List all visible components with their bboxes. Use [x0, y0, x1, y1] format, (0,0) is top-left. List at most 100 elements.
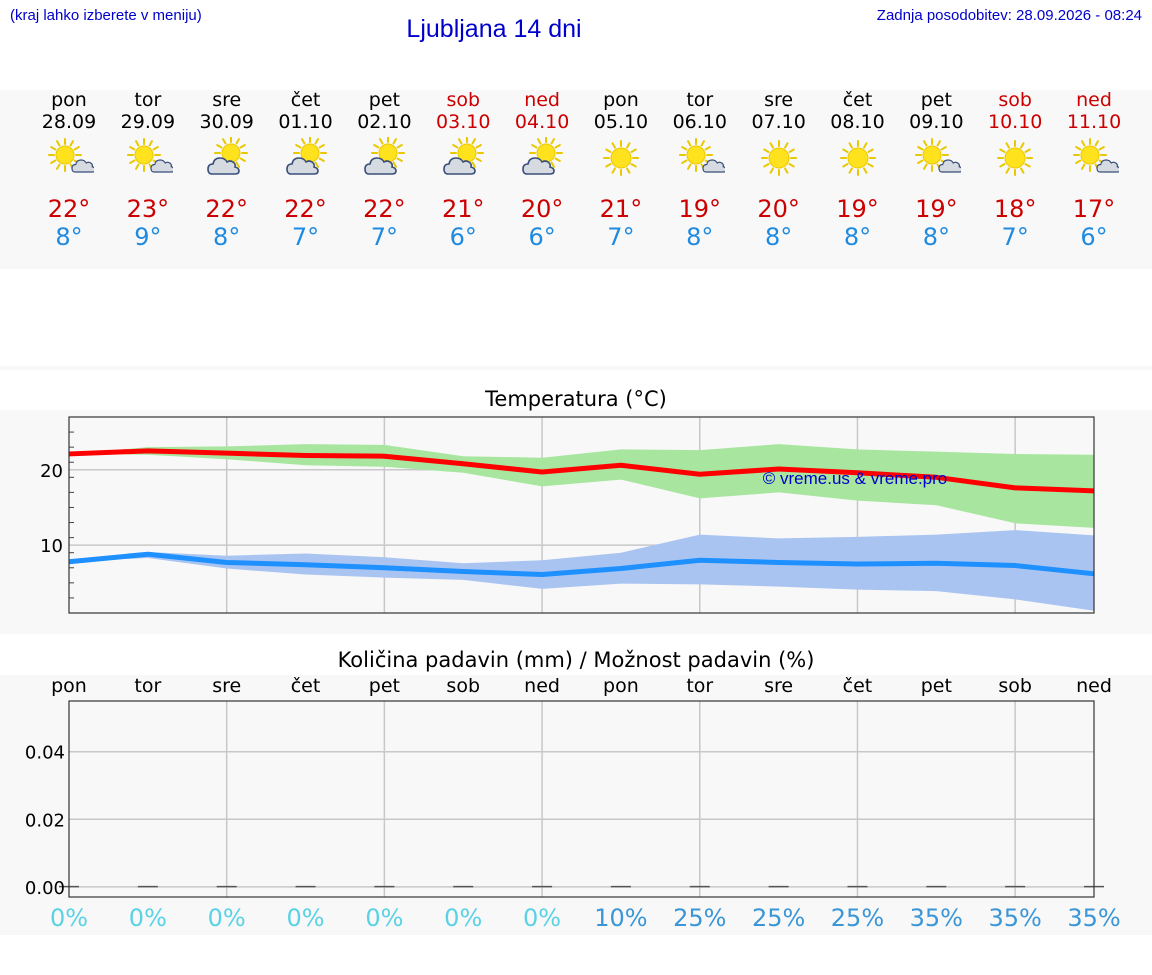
temperature-chart-title: Temperatura (°C)	[485, 387, 667, 411]
max-temperature: 19°	[915, 195, 958, 223]
sun-cloud-small-icon	[123, 137, 175, 179]
sun-cloud-icon	[517, 136, 567, 179]
max-temperature: 22°	[284, 195, 327, 223]
max-temperature: 20°	[520, 195, 564, 223]
min-temperature: 7°	[1001, 223, 1029, 251]
day-date: 04.10	[514, 111, 570, 133]
min-temperature: 8°	[213, 223, 241, 251]
precipitation-bar	[926, 885, 947, 888]
max-temperature: 22°	[205, 195, 248, 223]
y-tick-label: 10	[40, 536, 63, 557]
day-name: sre	[212, 89, 242, 111]
sun-cloud-icon	[359, 136, 409, 179]
precipitation-probability: 0%	[207, 904, 246, 932]
day-date: 06.10	[672, 111, 727, 133]
precipitation-bar	[374, 885, 395, 888]
min-temperature: 8°	[55, 223, 83, 251]
day-name: tor	[686, 89, 714, 111]
day-date: 28.09	[41, 111, 97, 133]
min-temperature: 6°	[449, 223, 477, 251]
divider	[0, 366, 1152, 370]
max-temperature: 21°	[441, 195, 485, 223]
max-temperature: 22°	[47, 195, 91, 223]
day-date: 08.10	[830, 111, 885, 133]
x-tick-label: pet	[368, 675, 400, 697]
forecast-strip	[0, 90, 1152, 269]
day-column: pon 05.10 21° 7°	[582, 89, 660, 251]
precipitation-probability: 0%	[49, 904, 89, 932]
min-temperature: 8°	[922, 223, 950, 251]
day-column: tor 29.09 23° 9°	[109, 89, 187, 251]
precipitation-probability: 25%	[830, 904, 885, 932]
max-temperature: 20°	[757, 195, 800, 223]
max-temperature: 23°	[126, 195, 170, 223]
min-temperature-line	[68, 551, 1095, 578]
day-name: tor	[134, 89, 162, 111]
precipitation-plot-area	[69, 701, 1094, 897]
max-temperature-line	[68, 448, 1095, 494]
sun-cloud-small-icon	[44, 137, 96, 179]
day-column: ned 04.10 20° 6°	[503, 89, 581, 251]
min-temperature: 8°	[686, 223, 714, 251]
x-tick-label: čet	[290, 675, 321, 697]
x-tick-label: ned	[524, 675, 560, 697]
day-date: 03.10	[436, 111, 491, 133]
max-temperature: 18°	[993, 195, 1037, 223]
day-name: ned	[1076, 89, 1112, 111]
day-date: 10.10	[987, 111, 1043, 133]
day-column: pon 28.09 22° 8°	[30, 89, 108, 251]
precipitation-probability: 35%	[1067, 904, 1121, 932]
max-temperature: 19°	[678, 195, 722, 223]
precipitation-bar	[1005, 885, 1026, 888]
precipitation-probability: 25%	[751, 904, 806, 932]
x-tick-label: pet	[920, 675, 952, 697]
x-tick-label: sob	[998, 675, 1032, 697]
day-name: pon	[51, 89, 87, 111]
day-date: 11.10	[1066, 111, 1122, 133]
sun-cloud-icon	[281, 136, 331, 179]
x-tick-label: sre	[764, 675, 794, 697]
max-temperature: 19°	[836, 195, 879, 223]
sun-icon	[990, 137, 1040, 179]
x-tick-label: tor	[134, 675, 162, 697]
day-name: sob	[446, 89, 481, 111]
sun-cloud-small-icon	[1069, 137, 1121, 179]
last-updated: Zadnja posodobitev: 28.09.2026 - 08:24	[876, 7, 1142, 24]
x-tick-label: ned	[1076, 675, 1112, 697]
day-date: 09.10	[909, 111, 964, 133]
precipitation-bar	[216, 885, 237, 888]
min-temperature: 7°	[370, 223, 399, 251]
precipitation-bar	[689, 885, 710, 888]
day-date: 02.10	[357, 111, 412, 133]
sun-icon	[833, 137, 883, 179]
day-date: 30.09	[199, 111, 254, 133]
x-tick-label: sob	[446, 675, 481, 697]
precipitation-bar	[768, 885, 789, 888]
precipitation-probability: 25%	[673, 904, 727, 932]
y-tick-label: 20	[40, 461, 63, 482]
min-temperature: 8°	[765, 223, 793, 251]
day-column: sob 10.10 18° 7°	[976, 89, 1054, 251]
temperature-plot-frame	[68, 416, 1095, 614]
day-name: sob	[998, 89, 1032, 111]
max-temperature: 17°	[1072, 195, 1116, 223]
day-name: ned	[524, 89, 560, 111]
min-temperature: 6°	[528, 223, 556, 251]
max-temperature-band	[69, 444, 1094, 528]
day-column: ned 11.10 17° 6°	[1055, 89, 1133, 251]
day-name: pet	[368, 89, 400, 111]
min-temperature: 9°	[134, 223, 162, 251]
x-tick-label: tor	[686, 675, 714, 697]
day-name: sre	[764, 89, 794, 111]
day-name: pon	[603, 89, 639, 111]
precipitation-plot-frame	[68, 700, 1095, 898]
day-column: pet 09.10 19° 8°	[897, 89, 975, 251]
precipitation-probability: 0%	[523, 904, 562, 932]
sun-icon	[596, 137, 646, 179]
location-hint: (kraj lahko izberete v meniju)	[10, 7, 202, 24]
precipitation-probability: 0%	[365, 904, 404, 932]
precipitation-bar	[137, 885, 158, 888]
day-date: 01.10	[278, 111, 333, 133]
day-column: čet 01.10 22° 7°	[267, 89, 345, 251]
